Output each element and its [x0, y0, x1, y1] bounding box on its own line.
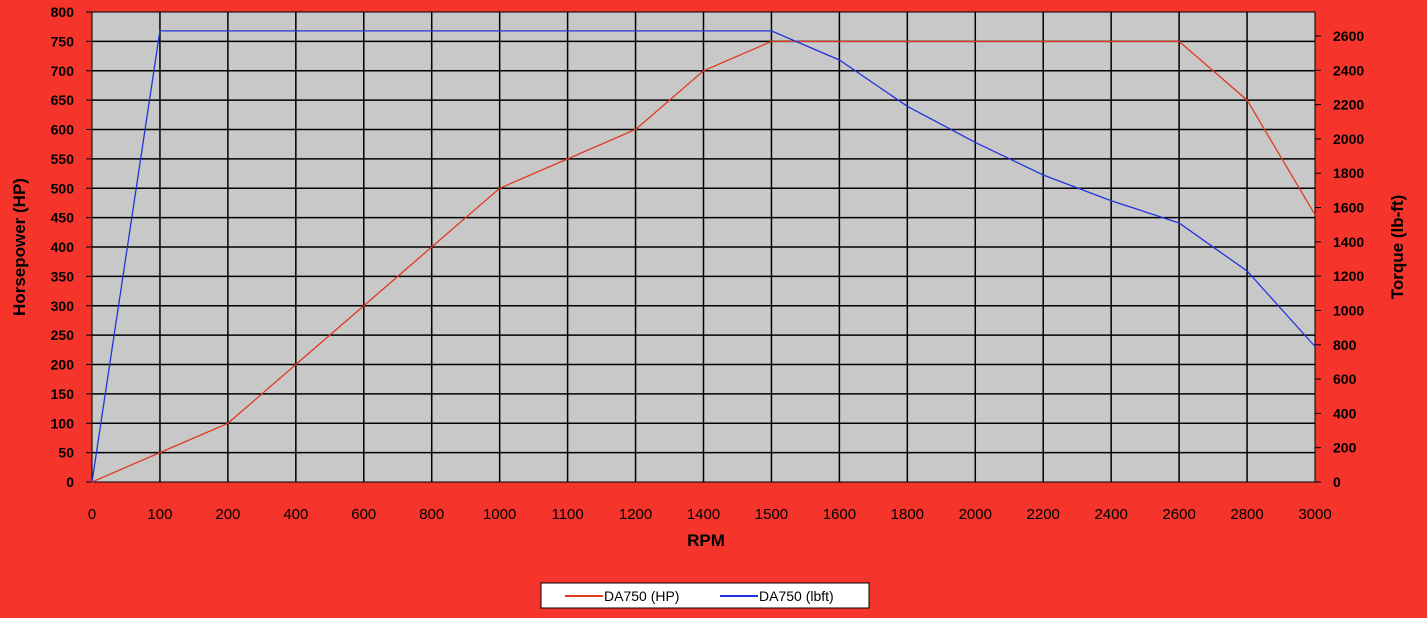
data-point — [1042, 40, 1045, 43]
y-right-tick-label: 200 — [1333, 440, 1357, 456]
x-tick-label: 1800 — [891, 506, 924, 523]
data-point — [295, 30, 297, 32]
data-point — [227, 30, 229, 32]
x-tick-label: 1100 — [551, 506, 583, 523]
data-point — [838, 40, 841, 43]
y-left-tick-label: 0 — [66, 474, 74, 490]
data-point — [159, 451, 161, 454]
y-left-tick-label: 600 — [51, 122, 75, 138]
x-tick-label: 200 — [215, 506, 240, 523]
data-point — [634, 30, 637, 32]
x-tick-label: 1400 — [687, 506, 720, 523]
x-tick-label: 100 — [147, 506, 172, 523]
data-point — [498, 187, 501, 190]
y-left-tick-label: 200 — [51, 357, 75, 373]
data-point — [838, 59, 841, 61]
x-axis-label: RPM — [687, 531, 725, 550]
x-tick-label: 800 — [419, 506, 444, 523]
y-left-tick-label: 350 — [51, 268, 75, 284]
data-point — [1314, 345, 1316, 348]
y-right-tick-label: 800 — [1333, 337, 1357, 353]
axis-ticks: 0 100 200 400 600 800 1000 1100 1200 1400 1500 1600… — [51, 4, 1365, 523]
data-point — [1178, 40, 1180, 43]
data-point — [906, 105, 909, 108]
x-tick-label: 0 — [88, 506, 96, 523]
x-tick-label: 600 — [351, 506, 376, 523]
data-point — [702, 69, 705, 72]
y-axis-right-label: Torque (lb-ft) — [1388, 195, 1407, 299]
data-point — [430, 30, 433, 32]
y-left-tick-label: 50 — [58, 445, 74, 461]
legend: DA750 (HP) DA750 (lbft) — [540, 582, 870, 609]
data-point — [430, 246, 433, 248]
y-left-tick-label: 800 — [51, 4, 75, 20]
y-right-tick-label: 1400 — [1333, 234, 1364, 250]
y-left-tick-label: 650 — [51, 92, 75, 108]
y-left-tick-label: 450 — [51, 210, 75, 226]
legend-label-hp: DA750 (HP) — [604, 588, 679, 604]
data-point — [770, 40, 773, 43]
y-left-tick-label: 400 — [51, 239, 75, 255]
y-axis-left-label: Horsepower (HP) — [10, 178, 29, 316]
grid-lines — [92, 12, 1315, 482]
x-tick-label: 1500 — [755, 506, 788, 523]
y-left-tick-label: 150 — [51, 386, 75, 402]
legend-label-lbft: DA750 (lbft) — [759, 588, 834, 604]
data-point — [362, 30, 365, 32]
data-point — [227, 422, 229, 425]
y-left-tick-label: 300 — [51, 298, 75, 314]
data-point — [974, 40, 977, 43]
x-tick-label: 2600 — [1162, 506, 1195, 523]
data-point — [1314, 213, 1316, 216]
y-right-tick-label: 2400 — [1333, 62, 1364, 78]
x-tick-label: 1200 — [619, 506, 652, 523]
y-right-tick-label: 1200 — [1333, 268, 1364, 284]
x-tick-label: 3000 — [1298, 506, 1331, 523]
y-right-tick-label: 1800 — [1333, 165, 1364, 181]
y-left-tick-label: 500 — [51, 180, 75, 196]
data-point — [1246, 99, 1248, 101]
data-point — [1110, 199, 1112, 202]
x-tick-label: 2800 — [1230, 506, 1263, 523]
y-left-tick-label: 550 — [51, 151, 75, 167]
y-left-tick-label: 700 — [51, 63, 75, 79]
data-point — [1246, 270, 1248, 272]
series-lines — [91, 30, 1316, 483]
x-tick-label: 2000 — [959, 506, 992, 523]
data-point — [566, 30, 569, 32]
x-tick-label: 1600 — [823, 506, 856, 523]
y-right-tick-label: 600 — [1333, 371, 1357, 387]
data-point — [159, 30, 161, 32]
data-point — [1110, 40, 1112, 43]
x-tick-label: 2400 — [1094, 506, 1127, 523]
y-right-tick-label: 2000 — [1333, 131, 1364, 147]
y-right-tick-label: 0 — [1333, 474, 1341, 490]
y-right-tick-label: 2600 — [1333, 28, 1364, 44]
data-point — [362, 304, 365, 307]
y-right-tick-label: 2200 — [1333, 97, 1364, 113]
y-left-tick-label: 100 — [51, 415, 75, 431]
data-point — [498, 30, 501, 32]
data-point — [974, 141, 977, 144]
data-point — [770, 30, 773, 32]
y-right-tick-label: 1600 — [1333, 200, 1364, 216]
data-point — [91, 481, 93, 483]
y-right-tick-label: 1000 — [1333, 302, 1364, 318]
data-point — [295, 363, 297, 366]
y-right-tick-label: 400 — [1333, 405, 1357, 421]
data-point — [906, 40, 909, 43]
data-point — [634, 128, 637, 131]
data-point — [702, 30, 705, 32]
y-left-tick-label: 250 — [51, 327, 75, 343]
x-tick-label: 400 — [283, 506, 308, 523]
x-tick-label: 2200 — [1027, 506, 1060, 523]
data-point — [1042, 174, 1045, 176]
x-tick-label: 1000 — [483, 506, 516, 523]
data-point — [566, 158, 569, 160]
y-left-tick-label: 750 — [51, 33, 75, 49]
data-point — [1178, 222, 1180, 224]
